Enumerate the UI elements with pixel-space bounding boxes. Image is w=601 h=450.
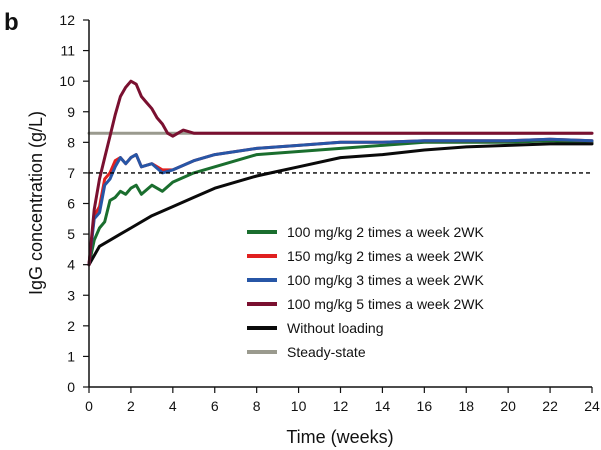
y-tick-label: 1 [67,348,75,364]
x-tick-label: 4 [169,398,177,414]
x-tick-label: 8 [253,398,261,414]
x-tick-label: 22 [542,398,558,414]
x-tick-label: 16 [417,398,433,414]
y-tick-label: 2 [67,318,75,334]
legend-label: 100 mg/kg 5 times a week 2WK [287,296,485,312]
legend-label: 100 mg/kg 2 times a week 2WK [287,224,485,240]
y-tick-label: 8 [67,134,75,150]
x-tick-label: 0 [85,398,93,414]
y-tick-label: 10 [59,73,75,89]
x-tick-label: 20 [500,398,516,414]
y-tick-label: 3 [67,287,75,303]
y-tick-label: 12 [59,12,75,28]
x-tick-label: 6 [211,398,219,414]
x-tick-group: 0 2 4 6 8 10 12 14 16 18 20 22 24 [85,387,600,414]
x-tick-label: 14 [375,398,391,414]
panel-letter: b [4,9,19,36]
legend-label: 100 mg/kg 3 times a week 2WK [287,272,485,288]
y-axis-title: IgG concentration (g/L) [26,111,46,295]
series-line [87,142,594,267]
y-tick-label: 5 [67,226,75,242]
y-tick-label: 9 [67,104,75,120]
series-line [87,79,594,267]
x-tick-label: 12 [333,398,349,414]
legend: 100 mg/kg 2 times a week 2WK 150 mg/kg 2 … [247,224,485,360]
y-tick-label: 11 [60,43,75,59]
y-tick-label: 7 [67,165,75,181]
legend-label: Without loading [287,320,384,336]
y-tick-label: 6 [67,196,75,212]
x-tick-label: 10 [291,398,307,414]
y-tick-label: 4 [67,257,75,273]
legend-label: Steady-state [287,344,366,360]
x-tick-label: 18 [458,398,474,414]
series-line [87,139,594,267]
y-tick-label: 0 [67,379,75,395]
legend-label: 150 mg/kg 2 times a week 2WK [287,248,485,264]
x-tick-label: 24 [584,398,600,414]
x-tick-label: 2 [127,398,135,414]
x-axis-title: Time (weeks) [286,427,393,447]
